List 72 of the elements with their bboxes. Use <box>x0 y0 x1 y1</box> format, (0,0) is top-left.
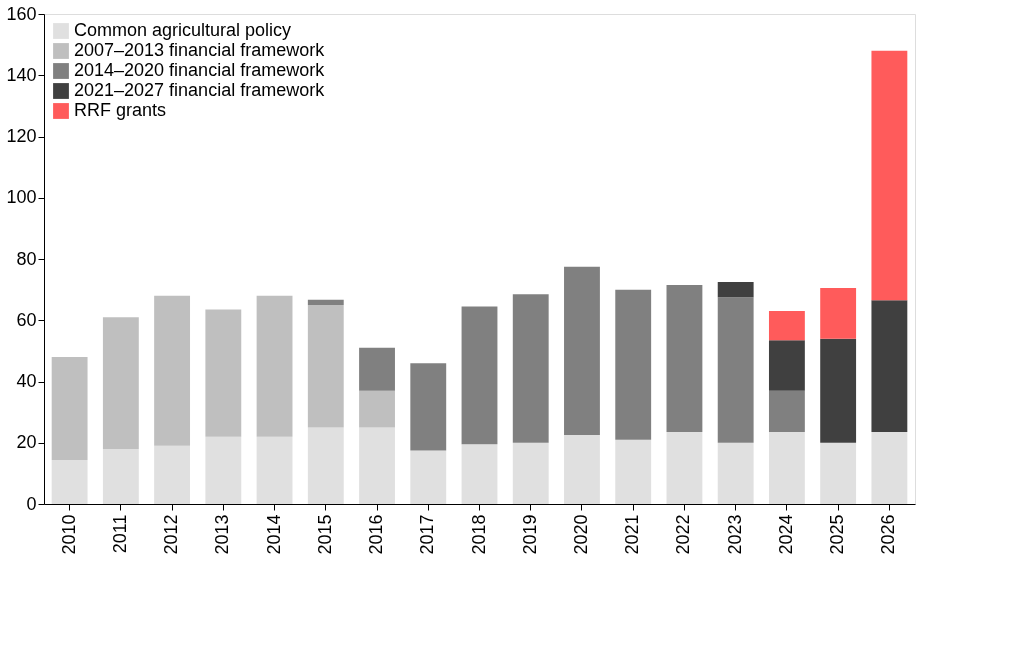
bar <box>51 357 88 460</box>
x-tick-label: 2012 <box>161 514 182 555</box>
bar <box>768 311 805 341</box>
bar <box>768 390 805 433</box>
x-tick-label: 2019 <box>519 514 540 555</box>
x-tick-label: 2015 <box>314 514 335 555</box>
bar <box>256 436 293 504</box>
x-tick-label: 2023 <box>724 514 745 555</box>
y-tick-label: 140 <box>6 64 37 85</box>
bar <box>307 427 344 504</box>
bar <box>307 299 344 305</box>
bar <box>410 450 447 504</box>
x-tick-label: 2017 <box>417 514 438 555</box>
bar <box>871 432 908 504</box>
bar <box>359 390 395 428</box>
legend-label: 2007–2013 financial framework <box>74 40 326 60</box>
bar <box>307 304 344 428</box>
x-tick-label: 2026 <box>878 514 899 555</box>
bar <box>564 435 600 504</box>
bar <box>51 459 88 504</box>
y-tick-label: 100 <box>6 187 37 208</box>
y-tick-label: 60 <box>16 309 37 330</box>
x-tick-label: 2013 <box>212 514 233 555</box>
bar <box>461 306 498 445</box>
bar <box>871 50 908 301</box>
legend-label: 2021–2027 financial framework <box>74 80 326 100</box>
x-tick-label: 2011 <box>109 514 130 554</box>
bar <box>666 285 703 433</box>
x-tick-label: 2014 <box>263 514 284 555</box>
x-tick-label: 2010 <box>58 514 79 555</box>
x-tick-label: 2018 <box>468 514 489 555</box>
legend-label: 2014–2020 financial framework <box>74 60 326 80</box>
x-tick-label: 2016 <box>366 514 387 555</box>
y-tick-label: 0 <box>26 493 37 514</box>
bar <box>205 309 242 437</box>
bar <box>359 427 395 504</box>
y-tick-label: 20 <box>16 432 37 453</box>
bar <box>512 442 549 504</box>
x-tick-label: 2022 <box>673 514 694 555</box>
bar <box>717 297 754 443</box>
legend-label: Common agricultural policy <box>74 20 292 40</box>
bar <box>768 340 805 391</box>
bar <box>102 317 139 449</box>
y-tick-label: 80 <box>16 248 37 269</box>
x-tick-label: 2025 <box>827 514 848 555</box>
bar <box>410 363 447 451</box>
bar <box>820 338 857 443</box>
y-tick-label: 120 <box>6 126 37 146</box>
y-tick-label: 40 <box>16 371 37 391</box>
x-tick-label: 2020 <box>570 514 591 555</box>
bar <box>820 288 857 339</box>
y-tick-label: 160 <box>6 3 37 24</box>
x-tick-label: 2024 <box>775 514 796 555</box>
bar <box>564 266 600 436</box>
bar <box>768 432 805 504</box>
bar <box>615 289 652 440</box>
bar <box>102 448 139 504</box>
bar <box>615 439 652 504</box>
bar <box>871 300 908 433</box>
bar <box>512 294 549 443</box>
bar <box>205 436 242 504</box>
x-tick-label: 2021 <box>622 514 643 555</box>
bar <box>666 432 703 504</box>
bar <box>154 445 191 504</box>
bar <box>359 347 395 391</box>
bar <box>256 295 293 437</box>
bar <box>154 295 191 446</box>
bar <box>717 281 754 298</box>
legend-label: RRF grants <box>74 100 167 120</box>
bar <box>461 444 498 504</box>
bar <box>717 442 754 504</box>
bar <box>820 442 857 504</box>
